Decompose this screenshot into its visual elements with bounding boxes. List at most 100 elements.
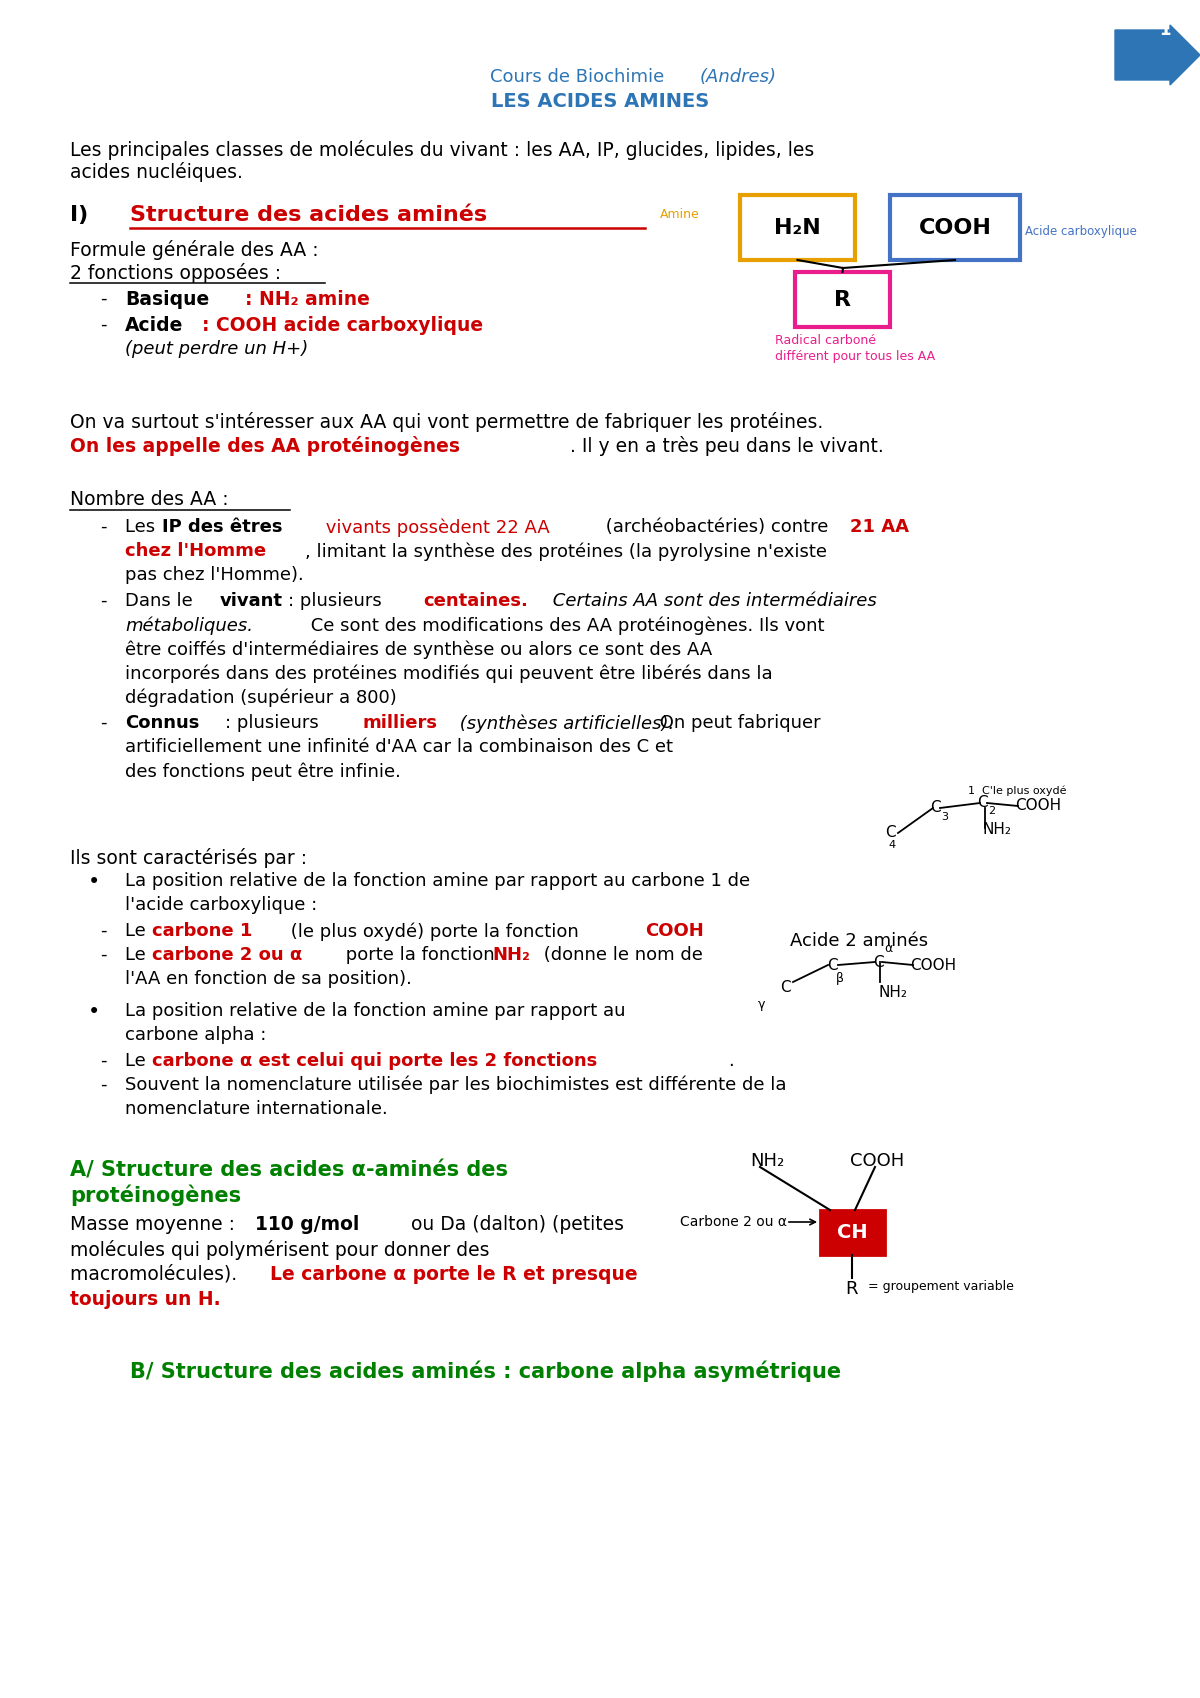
Text: l'AA en fonction de sa position).: l'AA en fonction de sa position). xyxy=(125,970,412,988)
Text: -: - xyxy=(100,1077,107,1094)
Text: -: - xyxy=(100,518,107,537)
Text: : plusieurs: : plusieurs xyxy=(226,713,324,732)
Text: H₂N: H₂N xyxy=(774,217,821,238)
Text: incorporés dans des protéines modifiés qui peuvent être libérés dans la: incorporés dans des protéines modifiés q… xyxy=(125,664,773,683)
Text: -: - xyxy=(100,1053,107,1070)
Text: 110 g/mol: 110 g/mol xyxy=(256,1216,359,1234)
Text: Acide: Acide xyxy=(125,316,184,335)
Text: A/ Structure des acides α-aminés des: A/ Structure des acides α-aminés des xyxy=(70,1160,508,1180)
Text: vivants possèdent 22 AA: vivants possèdent 22 AA xyxy=(320,518,550,537)
Text: ou Da (dalton) (petites: ou Da (dalton) (petites xyxy=(406,1216,624,1234)
Text: On peut fabriquer: On peut fabriquer xyxy=(654,713,821,732)
Text: .: . xyxy=(728,1053,733,1070)
Text: COOH: COOH xyxy=(850,1151,905,1170)
Text: centaines.: centaines. xyxy=(424,593,528,610)
Text: (Andres): (Andres) xyxy=(700,68,778,87)
Text: LES ACIDES AMINES: LES ACIDES AMINES xyxy=(491,92,709,110)
Text: On les appelle des AA protéinogènes: On les appelle des AA protéinogènes xyxy=(70,436,460,457)
Text: C: C xyxy=(930,800,941,815)
Text: COOH: COOH xyxy=(1015,798,1061,813)
Text: Basique: Basique xyxy=(125,290,209,309)
Text: -: - xyxy=(100,946,107,964)
Text: carbone 2 ou α: carbone 2 ou α xyxy=(152,946,302,964)
Text: 1  C'le plus oxydé: 1 C'le plus oxydé xyxy=(968,784,1067,795)
Text: Acide 2 aminés: Acide 2 aminés xyxy=(790,932,928,949)
Text: macromolécules).: macromolécules). xyxy=(70,1265,244,1284)
FancyBboxPatch shape xyxy=(890,195,1020,260)
Text: carbone 1: carbone 1 xyxy=(152,922,252,941)
Text: •: • xyxy=(88,1002,101,1022)
Text: -: - xyxy=(100,922,107,941)
Text: α: α xyxy=(884,942,892,954)
Text: 2 fonctions opposées :: 2 fonctions opposées : xyxy=(70,263,281,284)
Text: NH₂: NH₂ xyxy=(750,1151,785,1170)
Text: l'acide carboxylique :: l'acide carboxylique : xyxy=(125,897,317,914)
Text: CH: CH xyxy=(836,1223,868,1241)
Text: , limitant la synthèse des protéines (la pyrolysine n'existe: , limitant la synthèse des protéines (la… xyxy=(305,542,827,560)
Text: Formule générale des AA :: Formule générale des AA : xyxy=(70,239,319,260)
Text: carbone α est celui qui porte les 2 fonctions: carbone α est celui qui porte les 2 fonc… xyxy=(152,1053,598,1070)
Text: porte la fonction: porte la fonction xyxy=(340,946,500,964)
Text: Les: Les xyxy=(125,518,161,537)
Text: Structure des acides aminés: Structure des acides aminés xyxy=(130,205,487,226)
Text: carbone alpha :: carbone alpha : xyxy=(125,1026,266,1044)
Text: Connus: Connus xyxy=(125,713,199,732)
Text: acides nucléiques.: acides nucléiques. xyxy=(70,161,242,182)
Text: Le: Le xyxy=(125,1053,151,1070)
Text: (le plus oxydé) porte la fonction: (le plus oxydé) porte la fonction xyxy=(286,922,584,941)
Text: β: β xyxy=(836,971,844,985)
Text: : plusieurs: : plusieurs xyxy=(288,593,388,610)
Text: C: C xyxy=(827,958,838,973)
Text: 3: 3 xyxy=(942,812,948,822)
Text: Masse moyenne :: Masse moyenne : xyxy=(70,1216,241,1234)
Text: toujours un H.: toujours un H. xyxy=(70,1290,221,1309)
Text: C: C xyxy=(977,795,988,810)
Text: (donne le nom de: (donne le nom de xyxy=(538,946,703,964)
Text: dégradation (supérieur a 800): dégradation (supérieur a 800) xyxy=(125,688,397,706)
Text: NH₂: NH₂ xyxy=(982,822,1010,837)
Text: Le: Le xyxy=(125,946,151,964)
Text: des fonctions peut être infinie.: des fonctions peut être infinie. xyxy=(125,762,401,781)
FancyBboxPatch shape xyxy=(796,272,890,328)
Text: différent pour tous les AA: différent pour tous les AA xyxy=(775,350,935,363)
Text: milliers: milliers xyxy=(362,713,437,732)
Text: molécules qui polymérisent pour donner des: molécules qui polymérisent pour donner d… xyxy=(70,1240,490,1260)
Text: COOH: COOH xyxy=(918,217,991,238)
Text: I): I) xyxy=(70,205,89,226)
Text: γ: γ xyxy=(758,998,766,1010)
Text: Souvent la nomenclature utilisée par les biochimistes est différente de la: Souvent la nomenclature utilisée par les… xyxy=(125,1077,786,1095)
Text: = groupement variable: = groupement variable xyxy=(868,1280,1014,1292)
Text: Nombre des AA :: Nombre des AA : xyxy=(70,491,229,509)
Text: Carbone 2 ou α: Carbone 2 ou α xyxy=(680,1216,787,1229)
Text: IP des êtres: IP des êtres xyxy=(162,518,282,537)
Text: •: • xyxy=(88,873,101,891)
Text: -: - xyxy=(100,593,107,610)
Text: R: R xyxy=(845,1280,858,1297)
Text: 21 AA: 21 AA xyxy=(850,518,910,537)
Text: Le carbone α porte le R et presque: Le carbone α porte le R et presque xyxy=(270,1265,637,1284)
Text: : COOH acide carboxylique: : COOH acide carboxylique xyxy=(202,316,484,335)
Text: Le: Le xyxy=(125,922,151,941)
Text: NH₂: NH₂ xyxy=(878,985,907,1000)
Text: Acide carboxylique: Acide carboxylique xyxy=(1025,226,1136,238)
Text: R: R xyxy=(834,289,851,309)
Text: -: - xyxy=(100,713,107,732)
Text: C: C xyxy=(780,980,791,995)
Text: (peut perdre un H+): (peut perdre un H+) xyxy=(125,340,308,358)
Text: NH₂: NH₂ xyxy=(492,946,530,964)
Text: La position relative de la fonction amine par rapport au carbone 1 de: La position relative de la fonction amin… xyxy=(125,873,750,890)
Text: . Il y en a très peu dans le vivant.: . Il y en a très peu dans le vivant. xyxy=(570,436,883,457)
FancyBboxPatch shape xyxy=(740,195,854,260)
Text: On va surtout s'intéresser aux AA qui vont permettre de fabriquer les protéines.: On va surtout s'intéresser aux AA qui vo… xyxy=(70,413,823,431)
Text: (synthèses artificielles).: (synthèses artificielles). xyxy=(454,713,674,732)
Text: protéinogènes: protéinogènes xyxy=(70,1185,241,1207)
Text: 4: 4 xyxy=(888,841,895,851)
Text: La position relative de la fonction amine par rapport au: La position relative de la fonction amin… xyxy=(125,1002,625,1020)
Text: C: C xyxy=(872,954,883,970)
Text: -: - xyxy=(100,316,107,335)
Text: C: C xyxy=(884,825,895,841)
Text: Certains AA sont des intermédiaires: Certains AA sont des intermédiaires xyxy=(547,593,877,610)
Text: artificiellement une infinité d'AA car la combinaison des C et: artificiellement une infinité d'AA car l… xyxy=(125,739,673,756)
Text: COOH: COOH xyxy=(646,922,703,941)
Text: vivant: vivant xyxy=(220,593,283,610)
